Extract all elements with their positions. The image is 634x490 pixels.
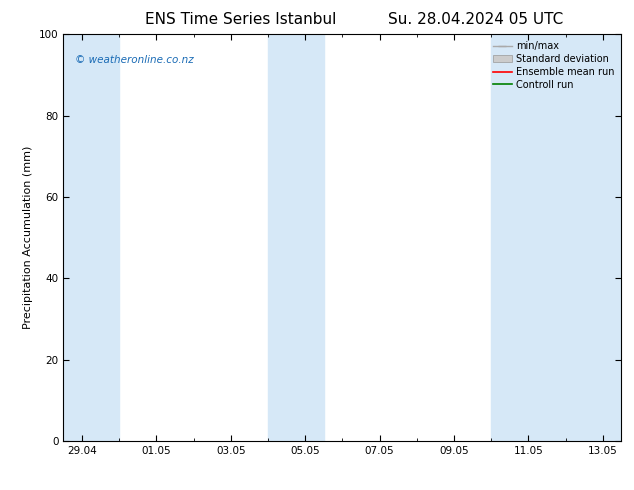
Y-axis label: Precipitation Accumulation (mm): Precipitation Accumulation (mm) xyxy=(23,146,34,329)
Legend: min/max, Standard deviation, Ensemble mean run, Controll run: min/max, Standard deviation, Ensemble me… xyxy=(491,39,616,92)
Bar xyxy=(268,34,324,441)
Bar xyxy=(63,34,119,441)
Text: © weatheronline.co.nz: © weatheronline.co.nz xyxy=(75,54,193,65)
Bar xyxy=(491,34,621,441)
Text: Su. 28.04.2024 05 UTC: Su. 28.04.2024 05 UTC xyxy=(388,12,563,27)
Text: ENS Time Series Istanbul: ENS Time Series Istanbul xyxy=(145,12,337,27)
